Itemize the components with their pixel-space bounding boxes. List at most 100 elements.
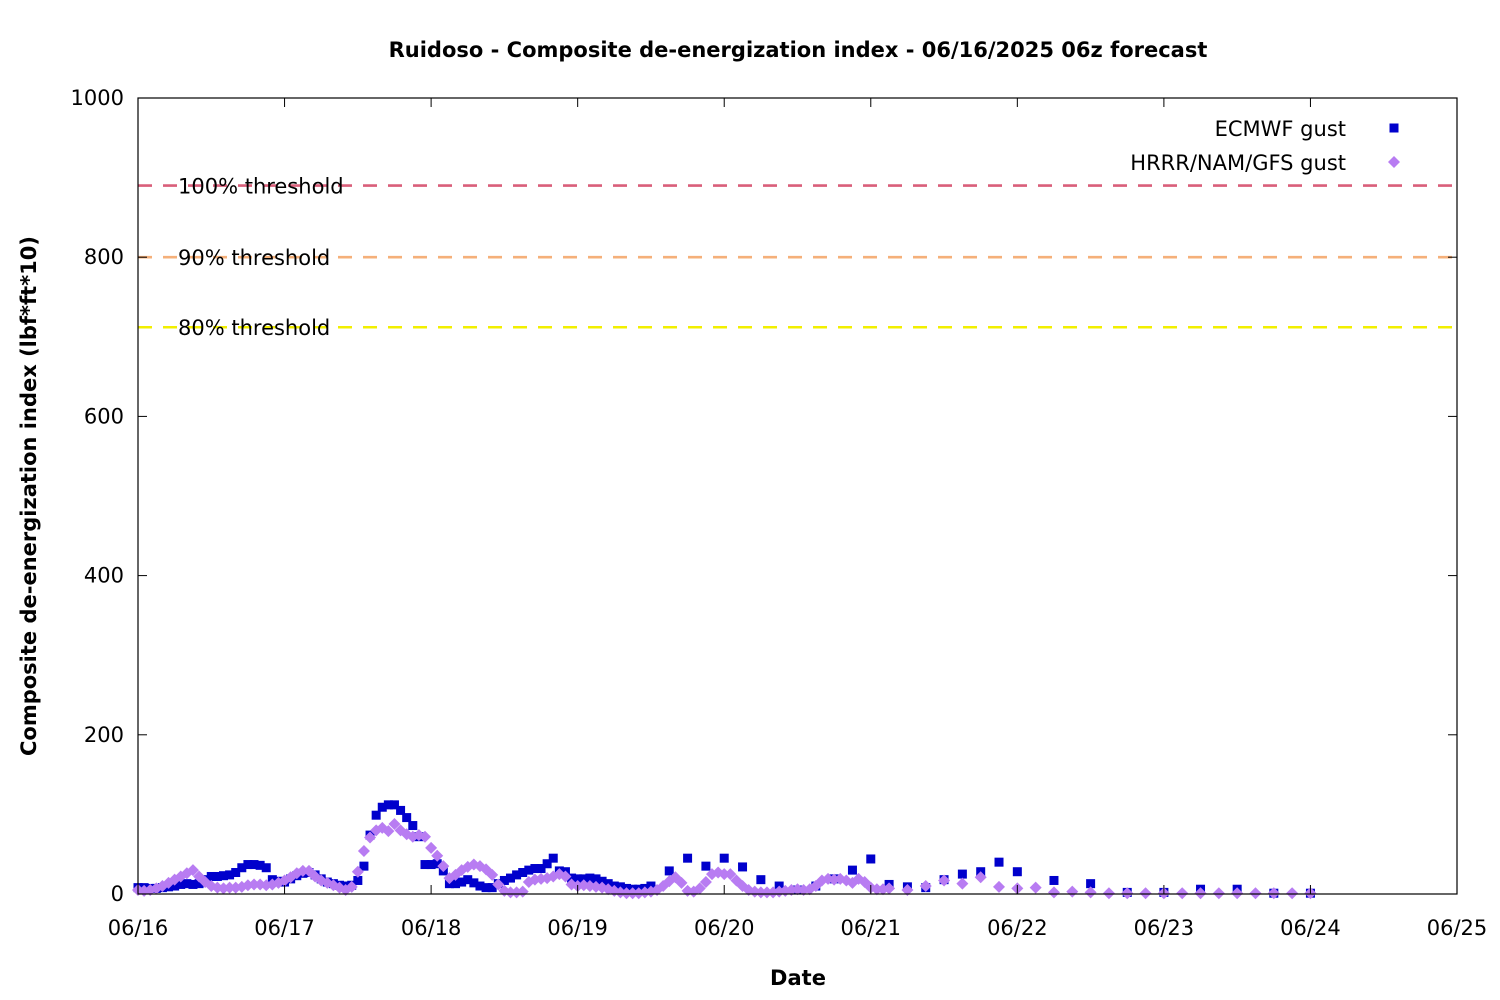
data-point	[492, 878, 505, 891]
data-point	[249, 860, 259, 870]
legend-label: HRRR/NAM/GFS gust	[1130, 151, 1346, 175]
data-point	[353, 875, 363, 885]
data-point	[504, 886, 517, 899]
data-point	[591, 874, 601, 884]
data-point	[388, 817, 401, 830]
data-point	[559, 870, 572, 883]
data-point	[481, 883, 491, 893]
data-point	[1049, 875, 1059, 885]
data-point	[469, 878, 479, 888]
x-tick-label: 06/23	[1134, 916, 1195, 940]
data-point	[567, 873, 577, 883]
data-point	[357, 845, 370, 858]
data-point	[463, 875, 473, 885]
data-point	[866, 854, 876, 864]
data-point	[396, 805, 406, 815]
data-point	[408, 821, 418, 831]
axis-ticks: 06/16 06/17 06/18 06/19 06/20 06/21 06/22 06/23…	[71, 86, 1488, 940]
data-point	[212, 871, 222, 881]
data-point	[457, 877, 467, 887]
y-tick-label: 200	[84, 723, 124, 747]
data-point	[1047, 886, 1060, 899]
data-point	[516, 885, 529, 898]
data-points	[132, 800, 1317, 900]
legend: ECMWF gust HRRR/NAM/GFS gust	[1130, 117, 1400, 175]
data-point	[683, 853, 693, 863]
data-point	[518, 868, 528, 878]
data-point	[994, 857, 1004, 867]
data-point	[1194, 887, 1207, 900]
data-point	[524, 865, 534, 875]
data-point	[176, 879, 186, 889]
data-point	[956, 877, 969, 890]
data-point	[664, 866, 674, 876]
chart-title: Ruidoso - Composite de-energization inde…	[389, 38, 1208, 62]
data-point	[957, 869, 967, 879]
x-tick-label: 06/20	[694, 916, 755, 940]
x-tick-label: 06/19	[547, 916, 608, 940]
data-point	[188, 879, 198, 889]
data-point	[231, 868, 241, 878]
data-point	[675, 876, 688, 889]
data-point	[426, 860, 436, 870]
data-point	[701, 861, 711, 871]
y-tick-label: 0	[111, 882, 124, 906]
data-point	[754, 886, 767, 899]
data-point	[218, 871, 228, 881]
threshold-label: 90% threshold	[178, 246, 330, 270]
data-point	[1084, 886, 1097, 899]
data-point	[243, 860, 253, 870]
data-point	[756, 875, 766, 885]
data-point	[296, 864, 309, 877]
data-point	[419, 830, 432, 843]
data-point	[542, 859, 552, 869]
data-point	[1066, 885, 1079, 898]
x-tick-label: 06/22	[987, 916, 1048, 940]
data-point	[186, 864, 199, 877]
data-point	[431, 849, 444, 862]
data-point	[402, 813, 412, 823]
threshold-label: 100% threshold	[178, 175, 344, 199]
data-point	[724, 868, 737, 881]
legend-marker	[1388, 156, 1400, 168]
data-point	[383, 800, 393, 810]
data-point	[194, 879, 204, 889]
data-point	[345, 880, 358, 893]
data-point	[512, 870, 522, 880]
data-point	[432, 859, 442, 869]
data-point	[1231, 887, 1244, 900]
data-point	[718, 868, 731, 881]
data-point	[351, 865, 364, 878]
y-tick-label: 400	[84, 564, 124, 588]
data-point	[382, 825, 395, 838]
data-point	[993, 880, 1006, 893]
y-tick-label: 1000	[71, 86, 124, 110]
x-tick-label: 06/25	[1427, 916, 1488, 940]
data-point	[206, 871, 216, 881]
data-point	[1249, 887, 1262, 900]
data-point	[371, 810, 381, 820]
data-point	[548, 853, 558, 863]
data-point	[870, 883, 883, 896]
data-point	[359, 861, 369, 871]
data-point	[225, 870, 235, 880]
data-point	[182, 879, 192, 889]
data-point	[223, 881, 236, 894]
data-point	[505, 873, 515, 883]
x-tick-label: 06/18	[401, 916, 462, 940]
data-point	[883, 882, 896, 895]
data-point	[699, 876, 712, 889]
data-point	[1102, 887, 1115, 900]
data-point	[597, 876, 607, 886]
series-ecmwf-gust	[133, 800, 1315, 898]
data-point	[487, 883, 497, 893]
data-point	[486, 868, 499, 881]
data-point	[364, 831, 377, 844]
data-point	[237, 863, 247, 873]
data-point	[255, 860, 265, 870]
data-point	[579, 874, 589, 884]
threshold-label: 80% threshold	[178, 316, 330, 340]
x-tick-label: 06/17	[254, 916, 315, 940]
data-point	[938, 874, 951, 887]
data-point	[693, 882, 706, 895]
